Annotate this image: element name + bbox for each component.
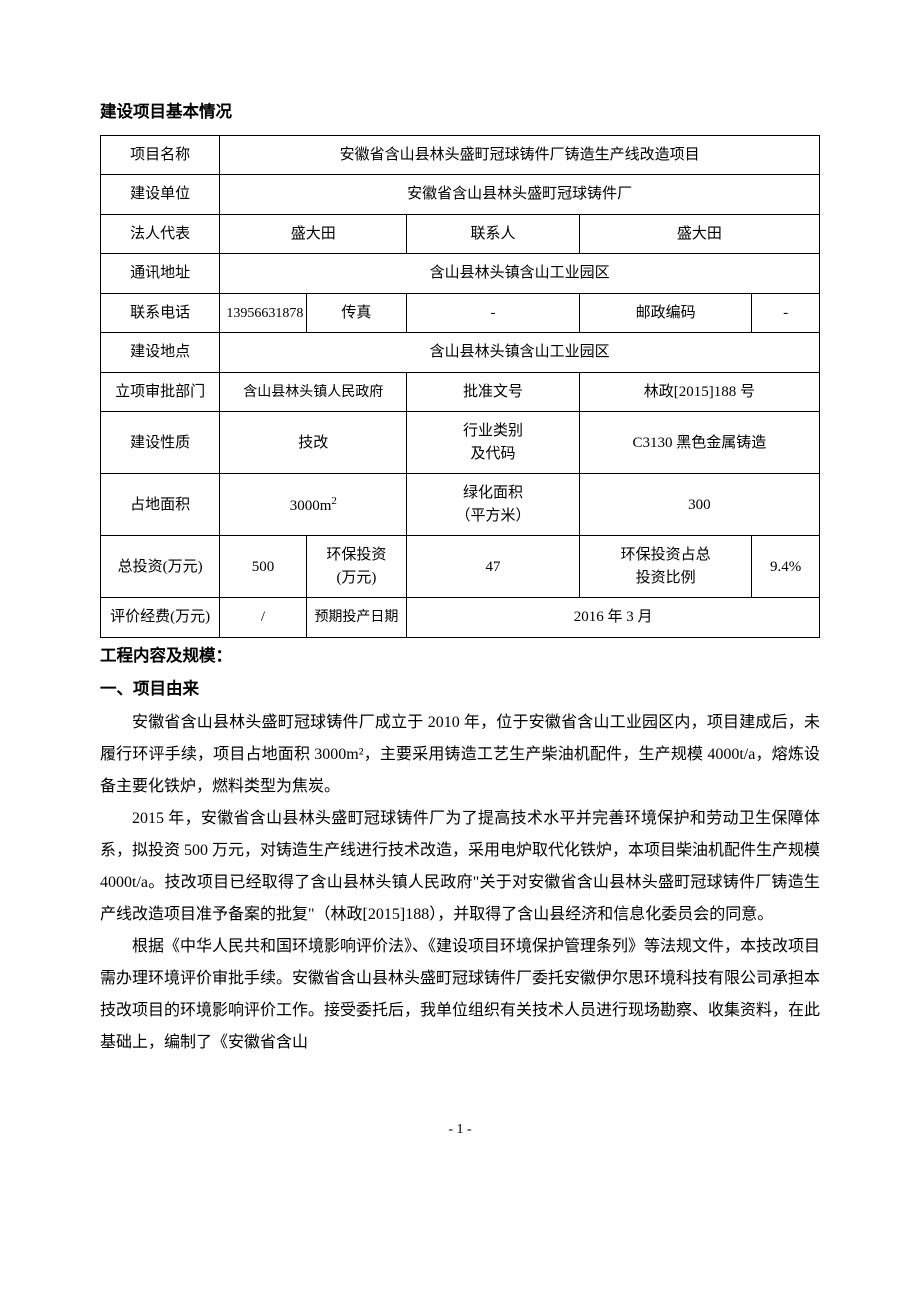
value-contact-person: 盛大田 xyxy=(579,214,819,254)
subheading-origin: 一、项目由来 xyxy=(100,677,820,702)
table-row: 总投资(万元) 500 环保投资(万元) 47 环保投资占总投资比例 9.4% xyxy=(101,536,820,598)
label-approval-dept: 立项审批部门 xyxy=(101,372,220,412)
value-postcode: - xyxy=(752,293,820,333)
table-row: 评价经费(万元) / 预期投产日期 2016 年 3 月 xyxy=(101,598,820,638)
table-row: 占地面积 3000m2 绿化面积（平方米） 300 xyxy=(101,474,820,536)
value-approval-dept: 含山县林头镇人民政府 xyxy=(220,372,407,412)
label-total-invest: 总投资(万元) xyxy=(101,536,220,598)
label-build-nature: 建设性质 xyxy=(101,412,220,474)
project-info-table: 项目名称 安徽省含山县林头盛町冠球铸件厂铸造生产线改造项目 建设单位 安徽省含山… xyxy=(100,135,820,638)
label-contact-person: 联系人 xyxy=(407,214,580,254)
section-title: 建设项目基本情况 xyxy=(100,100,820,125)
label-land-area: 占地面积 xyxy=(101,474,220,536)
table-row: 项目名称 安徽省含山县林头盛町冠球铸件厂铸造生产线改造项目 xyxy=(101,135,820,175)
table-row: 建设性质 技改 行业类别及代码 C3130 黑色金属铸造 xyxy=(101,412,820,474)
label-env-invest: 环保投资(万元) xyxy=(306,536,407,598)
label-phone: 联系电话 xyxy=(101,293,220,333)
table-row: 建设地点 含山县林头镇含山工业园区 xyxy=(101,333,820,373)
label-project-name: 项目名称 xyxy=(101,135,220,175)
label-approval-no: 批准文号 xyxy=(407,372,580,412)
value-eval-fee: / xyxy=(220,598,306,638)
label-prod-date: 预期投产日期 xyxy=(306,598,407,638)
paragraph: 根据《中华人民共和国环境影响评价法》、《建设项目环境保护管理条列》等法规文件，本… xyxy=(100,931,820,1059)
page-number: - 1 - xyxy=(100,1119,820,1140)
value-legal-rep: 盛大田 xyxy=(220,214,407,254)
table-row: 法人代表 盛大田 联系人 盛大田 xyxy=(101,214,820,254)
paragraph: 安徽省含山县林头盛町冠球铸件厂成立于 2010 年，位于安徽省含山工业园区内，项… xyxy=(100,707,820,803)
value-green-area: 300 xyxy=(579,474,819,536)
table-row: 立项审批部门 含山县林头镇人民政府 批准文号 林政[2015]188 号 xyxy=(101,372,820,412)
label-env-ratio: 环保投资占总投资比例 xyxy=(579,536,752,598)
table-row: 建设单位 安徽省含山县林头盛町冠球铸件厂 xyxy=(101,175,820,215)
value-prod-date: 2016 年 3 月 xyxy=(407,598,820,638)
value-total-invest: 500 xyxy=(220,536,306,598)
label-postcode: 邮政编码 xyxy=(579,293,752,333)
label-address: 通讯地址 xyxy=(101,254,220,294)
value-env-invest: 47 xyxy=(407,536,580,598)
table-row: 联系电话 13956631878 传真 - 邮政编码 - xyxy=(101,293,820,333)
value-address: 含山县林头镇含山工业园区 xyxy=(220,254,820,294)
label-fax: 传真 xyxy=(306,293,407,333)
value-project-name: 安徽省含山县林头盛町冠球铸件厂铸造生产线改造项目 xyxy=(220,135,820,175)
value-fax: - xyxy=(407,293,580,333)
content-block: 工程内容及规模： 一、项目由来 安徽省含山县林头盛町冠球铸件厂成立于 2010 … xyxy=(100,644,820,1060)
paragraph: 2015 年，安徽省含山县林头盛町冠球铸件厂为了提高技术水平并完善环境保护和劳动… xyxy=(100,803,820,931)
content-heading: 工程内容及规模： xyxy=(100,644,820,669)
label-legal-rep: 法人代表 xyxy=(101,214,220,254)
value-land-area: 3000m2 xyxy=(220,474,407,536)
value-build-unit: 安徽省含山县林头盛町冠球铸件厂 xyxy=(220,175,820,215)
value-build-nature: 技改 xyxy=(220,412,407,474)
label-industry-code: 行业类别及代码 xyxy=(407,412,580,474)
value-build-location: 含山县林头镇含山工业园区 xyxy=(220,333,820,373)
label-green-area: 绿化面积（平方米） xyxy=(407,474,580,536)
value-industry-code: C3130 黑色金属铸造 xyxy=(579,412,819,474)
table-row: 通讯地址 含山县林头镇含山工业园区 xyxy=(101,254,820,294)
label-build-unit: 建设单位 xyxy=(101,175,220,215)
label-eval-fee: 评价经费(万元) xyxy=(101,598,220,638)
value-approval-no: 林政[2015]188 号 xyxy=(579,372,819,412)
value-phone: 13956631878 xyxy=(220,293,306,333)
value-env-ratio: 9.4% xyxy=(752,536,820,598)
label-build-location: 建设地点 xyxy=(101,333,220,373)
